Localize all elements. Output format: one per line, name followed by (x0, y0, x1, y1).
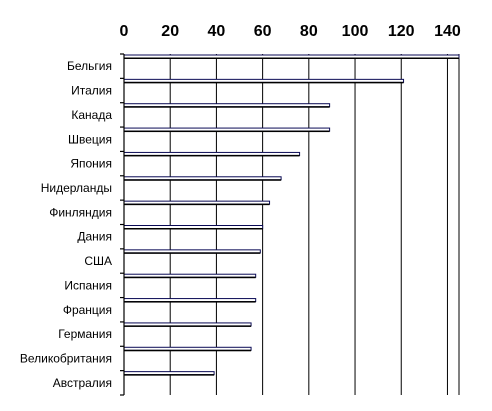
bar-shadow-8 (124, 228, 263, 230)
bar-shadow-5 (124, 154, 300, 157)
category-label-8: Дания (77, 230, 112, 244)
bar-shadow-6 (124, 179, 282, 181)
x-tick-label-120: 120 (388, 23, 415, 40)
grid-lines (169, 54, 460, 395)
x-tick-label-20: 20 (161, 23, 179, 40)
bar-shadow-2 (124, 81, 404, 84)
x-tick-labels: 0 20 40 60 80 100 120 140 (120, 23, 461, 40)
x-tick-label-0: 0 (120, 23, 129, 40)
x-tick-label-60: 60 (254, 23, 272, 40)
bar-shadow-3 (124, 106, 330, 108)
category-label-14: Австралия (53, 376, 112, 390)
bar-shadow-4 (124, 130, 330, 133)
category-label-9: США (84, 254, 112, 268)
category-label-2: Италия (71, 84, 112, 98)
bar-shadow-14 (124, 374, 215, 376)
bar-shadow-12 (124, 325, 252, 327)
category-label-3: Канада (71, 108, 112, 122)
category-label-13: Великобритания (20, 351, 112, 365)
category-label-1: Бельгия (67, 59, 112, 73)
x-tick-label-80: 80 (300, 23, 318, 40)
bars (123, 54, 460, 376)
x-tick-label-140: 140 (434, 23, 461, 40)
x-tick-label-100: 100 (342, 23, 369, 40)
bar-shadow-1 (124, 57, 459, 59)
category-labels: Бельгия Италия Канада Швеция Япония Нидерланд… (20, 59, 112, 390)
category-label-12: Германия (58, 327, 112, 341)
category-label-4: Швеция (68, 132, 112, 146)
category-label-5: Япония (70, 157, 112, 171)
category-label-10: Испания (64, 278, 112, 292)
category-label-11: Франция (63, 303, 112, 317)
bar-shadow-10 (124, 276, 256, 279)
bar-shadow-7 (124, 203, 270, 206)
axes (120, 53, 125, 396)
bar-shadow-9 (124, 252, 261, 254)
category-label-7: Финляндия (49, 205, 112, 219)
bar-shadow-11 (124, 301, 256, 303)
bar-shadow-13 (124, 349, 252, 352)
category-label-6: Нидерланды (41, 181, 112, 195)
x-tick-label-40: 40 (208, 23, 226, 40)
